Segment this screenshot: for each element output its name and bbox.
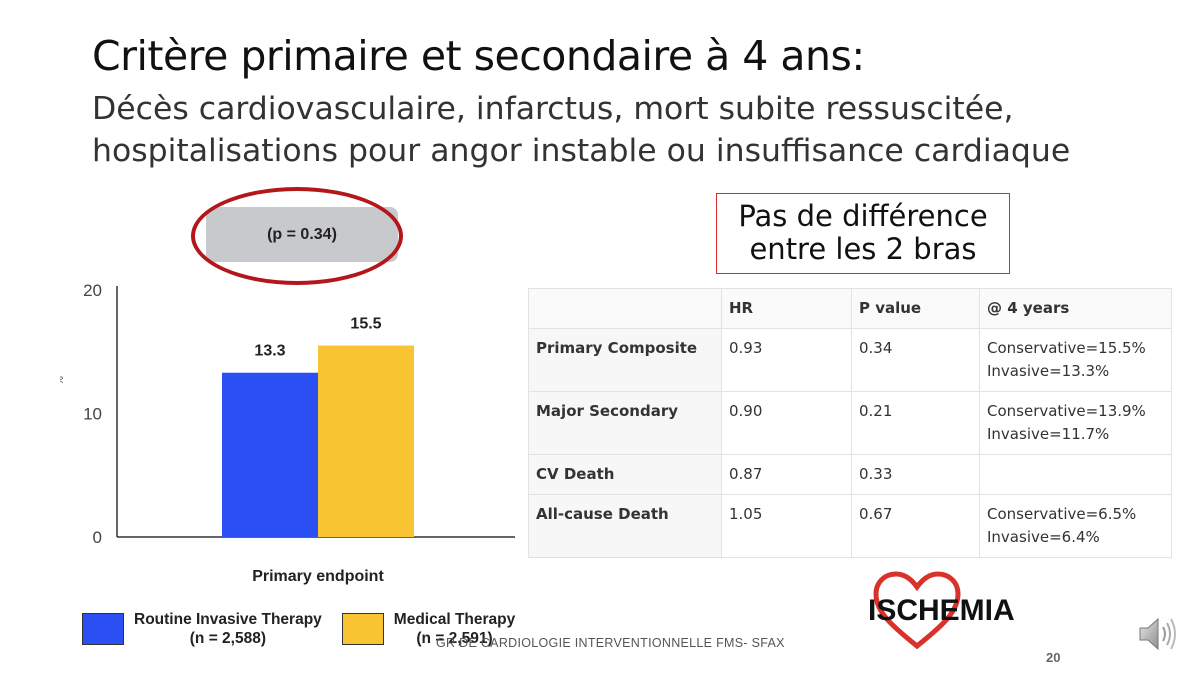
slide-subtitle: Décès cardiovasculaire, infarctus, mort … [92, 88, 1192, 172]
heart-icon [873, 571, 961, 650]
bar-data-label: 13.3 [254, 343, 285, 360]
table-row: CV Death 0.87 0.33 [528, 454, 1172, 495]
ischemia-logo-text: ISCHEMIA [868, 594, 1015, 627]
hr-cell: 0.87 [721, 454, 852, 495]
subtitle-line-2: hospitalisations pour angor instable ou … [92, 133, 1071, 169]
primary-endpoint-bar-chart: 0 10 20% 13.3 15.5 Primary endpoint [60, 281, 515, 585]
row-label: Primary Composite [528, 328, 722, 392]
rates-cell: Conservative=6.5% Invasive=6.4% [979, 494, 1172, 558]
y-tick-label: 0 [93, 528, 102, 547]
callout-line-2: entre les 2 bras [749, 232, 977, 266]
legend-swatch-medical [341, 613, 384, 645]
legend-medical-line-2: (n = 2,591) [416, 630, 493, 647]
table-header-row: HR P value @ 4 years [528, 288, 1172, 329]
page-number: 20 [1046, 650, 1061, 665]
legend-medical-line-1: Medical Therapy [393, 611, 516, 628]
results-table: HR P value @ 4 years Primary Composite 0… [528, 288, 1172, 558]
table-header-p-value: P value [851, 288, 980, 329]
rate-conservative: Conservative=13.9% [987, 402, 1146, 420]
row-label: Major Secondary [528, 391, 722, 455]
slide-footer: GR DE CARDIOLOGIE INTERVENTIONNELLE FMS-… [436, 636, 785, 650]
legend-item-invasive: Routine Invasive Therapy (n = 2,588) [82, 610, 322, 648]
callout-line-1: Pas de différence [738, 199, 988, 233]
bar-medical [318, 345, 414, 537]
row-label: CV Death [528, 454, 722, 495]
table-row: All-cause Death 1.05 0.67 Conservative=6… [528, 494, 1172, 558]
p-value-cell: 0.34 [851, 328, 980, 392]
y-tick-label: 20 [83, 281, 102, 300]
table-header-hr: HR [721, 288, 852, 329]
rate-invasive: Invasive=6.4% [987, 528, 1100, 546]
hr-cell: 0.93 [721, 328, 852, 392]
rate-conservative: Conservative=6.5% [987, 505, 1137, 523]
p-value-cell: 0.33 [851, 454, 980, 495]
y-tick-label: 10 [83, 405, 102, 424]
p-value-cell: 0.67 [851, 494, 980, 558]
table-header-blank [528, 288, 722, 329]
legend-invasive-line-2: (n = 2,588) [189, 630, 267, 647]
hr-cell: 1.05 [721, 494, 852, 558]
legend-label-invasive: Routine Invasive Therapy (n = 2,588) [134, 610, 322, 648]
rate-invasive: Invasive=13.3% [987, 362, 1110, 380]
p-value-highlight-ring [191, 187, 403, 285]
table-header-4-years: @ 4 years [979, 288, 1172, 329]
table-row: Major Secondary 0.90 0.21 Conservative=1… [528, 391, 1172, 455]
rate-invasive: Invasive=11.7% [987, 425, 1110, 443]
hr-cell: 0.90 [721, 391, 852, 455]
conclusion-callout: Pas de différence entre les 2 bras [716, 193, 1010, 274]
rate-conservative: Conservative=15.5% [987, 339, 1146, 357]
rates-cell [979, 454, 1172, 495]
legend-label-medical: Medical Therapy (n = 2,591) [394, 610, 515, 648]
legend-swatch-invasive [82, 613, 124, 645]
slide-title: Critère primaire et secondaire à 4 ans: [92, 32, 865, 80]
legend-invasive-line-1: Routine Invasive Therapy [134, 611, 322, 628]
rates-cell: Conservative=15.5% Invasive=13.3% [979, 328, 1172, 392]
x-axis-label: Primary endpoint [252, 568, 384, 585]
row-label: All-cause Death [528, 494, 722, 558]
subtitle-line-1: Décès cardiovasculaire, infarctus, mort … [92, 91, 1014, 127]
bar-invasive [222, 372, 318, 537]
bar-data-label: 15.5 [350, 316, 381, 333]
speaker-icon[interactable] [1138, 614, 1180, 654]
p-value-cell: 0.21 [851, 391, 980, 455]
table-row: Primary Composite 0.93 0.34 Conservative… [528, 328, 1172, 392]
legend-item-medical: Medical Therapy (n = 2,591) [341, 610, 515, 648]
y-axis-label: % [60, 376, 66, 385]
rates-cell: Conservative=13.9% Invasive=11.7% [979, 391, 1172, 455]
chart-legend: Routine Invasive Therapy (n = 2,588) Med… [82, 610, 515, 648]
